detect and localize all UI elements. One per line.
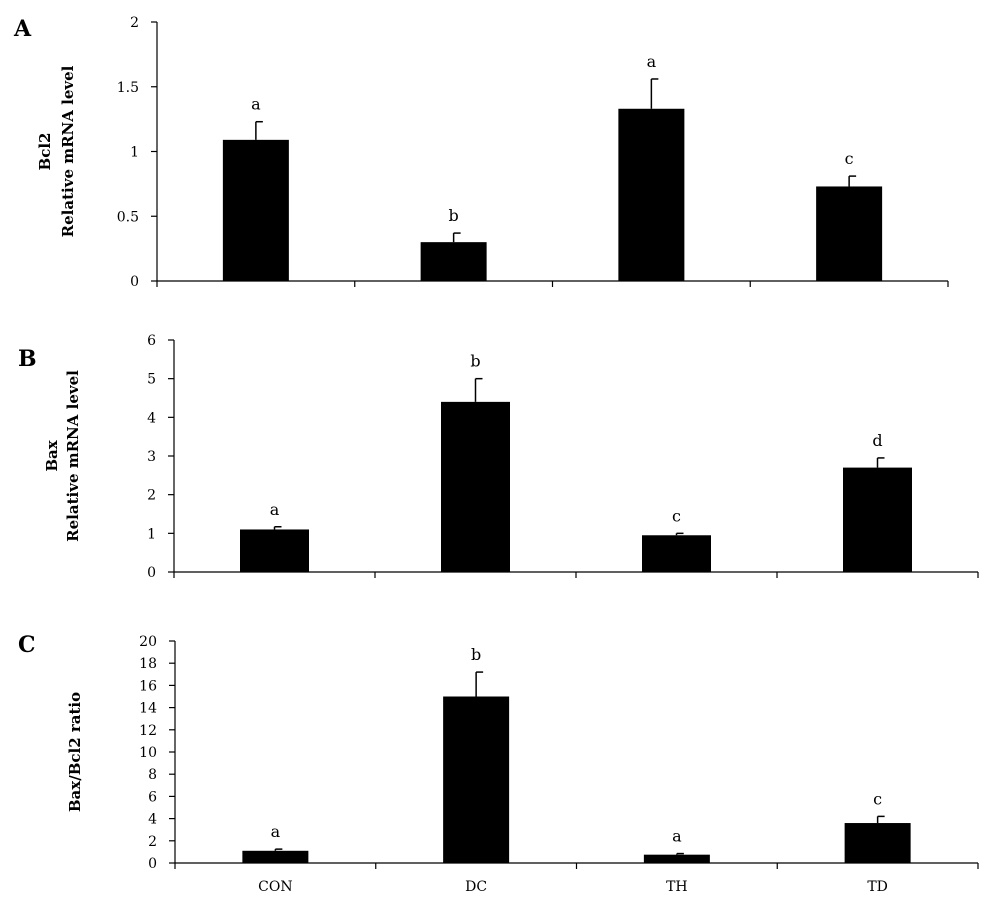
y-tick-label: 2: [147, 488, 156, 504]
bar-con: [222, 139, 289, 281]
y-tick-label: 1: [130, 145, 139, 161]
bar-th: [643, 854, 710, 863]
y-axis-label: Relative mRNA level: [64, 370, 82, 542]
y-tick-label: 0.5: [117, 209, 139, 225]
bar-th: [642, 535, 711, 572]
significance-label: a: [271, 822, 281, 841]
y-tick-label: 0: [147, 565, 156, 581]
panel-c: C Bax/Bcl2 ratio 0 2 4 6 8 10 12 14 16 18 20 a CON b DC a…: [18, 632, 979, 895]
y-axis-label: Bcl2: [36, 133, 54, 171]
y-tick-label: 1.5: [117, 80, 139, 96]
bar-dc: [443, 696, 510, 863]
panel-letter: A: [13, 16, 32, 42]
bar-td: [843, 467, 912, 572]
bar-dc: [441, 401, 510, 572]
x-category-label: CON: [258, 879, 292, 895]
significance-label: c: [845, 149, 854, 168]
y-tick-label: 6: [147, 333, 156, 349]
y-tick-label: 5: [147, 372, 156, 388]
y-tick-label: 3: [147, 449, 156, 465]
significance-label: a: [647, 52, 657, 71]
significance-label: a: [672, 827, 682, 846]
bar-td: [816, 186, 883, 281]
y-tick-label: 4: [147, 410, 156, 426]
panel-letter: B: [18, 346, 37, 372]
bar-dc: [420, 242, 487, 281]
y-tick-label: 20: [139, 634, 157, 650]
y-tick-label: 1: [147, 526, 156, 542]
x-category-label: TD: [867, 879, 888, 895]
y-tick-label: 0: [148, 856, 157, 872]
y-axis-label: Bax/Bcl2 ratio: [66, 692, 84, 812]
y-tick-label: 6: [148, 789, 157, 805]
bar-con: [240, 529, 309, 572]
y-tick-label: 14: [139, 701, 157, 717]
significance-label: a: [251, 95, 261, 114]
y-axis-label: Relative mRNA level: [59, 65, 77, 237]
bar-td: [844, 823, 911, 863]
bar-con: [242, 850, 309, 863]
significance-label: d: [872, 431, 882, 450]
x-category-label: TH: [666, 879, 688, 895]
y-axis-label: Bax: [43, 439, 61, 471]
y-tick-label: 10: [139, 745, 157, 761]
panel-a: A Bcl2 Relative mRNA level 0 0.5 1 1.5 2 a b a c: [13, 15, 949, 290]
significance-label: c: [672, 506, 681, 525]
x-category-label: DC: [465, 879, 487, 895]
y-tick-label: 16: [139, 678, 157, 694]
y-tick-label: 2: [130, 15, 139, 31]
y-tick-label: 0: [130, 274, 139, 290]
y-tick-label: 8: [148, 767, 157, 783]
bar-th: [618, 108, 685, 281]
significance-label: c: [873, 789, 882, 808]
significance-label: b: [470, 352, 480, 371]
y-tick-label: 12: [139, 723, 157, 739]
significance-label: a: [270, 500, 280, 519]
significance-label: b: [471, 645, 481, 664]
y-tick-label: 4: [148, 812, 157, 828]
panel-b: B Bax Relative mRNA level 0 1 2 3 4 5 6 a b c d: [18, 333, 979, 581]
significance-label: b: [449, 206, 459, 225]
panel-letter: C: [18, 632, 36, 658]
y-tick-label: 18: [139, 656, 157, 672]
y-tick-label: 2: [148, 834, 157, 850]
